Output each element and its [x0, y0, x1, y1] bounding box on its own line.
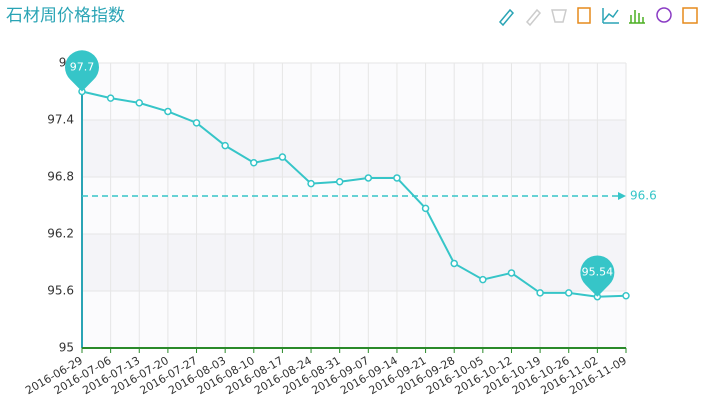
- line-icon[interactable]: [602, 8, 619, 24]
- data-view-icon[interactable]: [577, 7, 591, 24]
- min-pin-label: 95.54: [582, 266, 614, 279]
- point: [335, 178, 344, 186]
- zoom-reset-icon[interactable]: [525, 8, 542, 27]
- max-pin-label: 97.7: [70, 61, 95, 74]
- point: [307, 179, 315, 188]
- point: [507, 269, 516, 277]
- chart-title: 石材周价格指数: [6, 6, 125, 26]
- y-tick-label: 96.2: [47, 227, 74, 241]
- point: [135, 99, 144, 107]
- point: [221, 141, 229, 150]
- point: [164, 107, 172, 116]
- point: [450, 259, 458, 268]
- average-arrow: [618, 192, 626, 200]
- split-area: [82, 120, 626, 177]
- split-area: [82, 234, 626, 291]
- split-area: [82, 63, 626, 120]
- min-pin: [580, 255, 615, 297]
- y-tick-label: 95: [59, 341, 74, 355]
- average-label: 96.6: [630, 189, 657, 203]
- point: [479, 275, 487, 284]
- save-icon[interactable]: [682, 7, 698, 24]
- restore-icon[interactable]: [551, 9, 567, 23]
- zoom-icon[interactable]: [498, 8, 515, 27]
- refresh-icon[interactable]: [656, 7, 672, 23]
- split-area: [82, 291, 626, 348]
- toolbox: [498, 7, 698, 27]
- point: [364, 174, 373, 182]
- point: [536, 289, 544, 297]
- y-tick-label: 96.8: [47, 170, 74, 184]
- bar-icon[interactable]: [629, 10, 645, 24]
- point: [192, 119, 201, 127]
- point: [564, 289, 573, 297]
- point: [393, 174, 401, 182]
- max-pin: [64, 50, 99, 92]
- point: [421, 204, 430, 213]
- point: [622, 292, 630, 300]
- split-area: [82, 177, 626, 234]
- point: [250, 159, 258, 167]
- y-tick-label: 97.4: [47, 113, 74, 127]
- point: [106, 94, 115, 102]
- series-line: [81, 90, 627, 298]
- y-tick-label: 95.6: [47, 284, 74, 298]
- point: [278, 153, 287, 161]
